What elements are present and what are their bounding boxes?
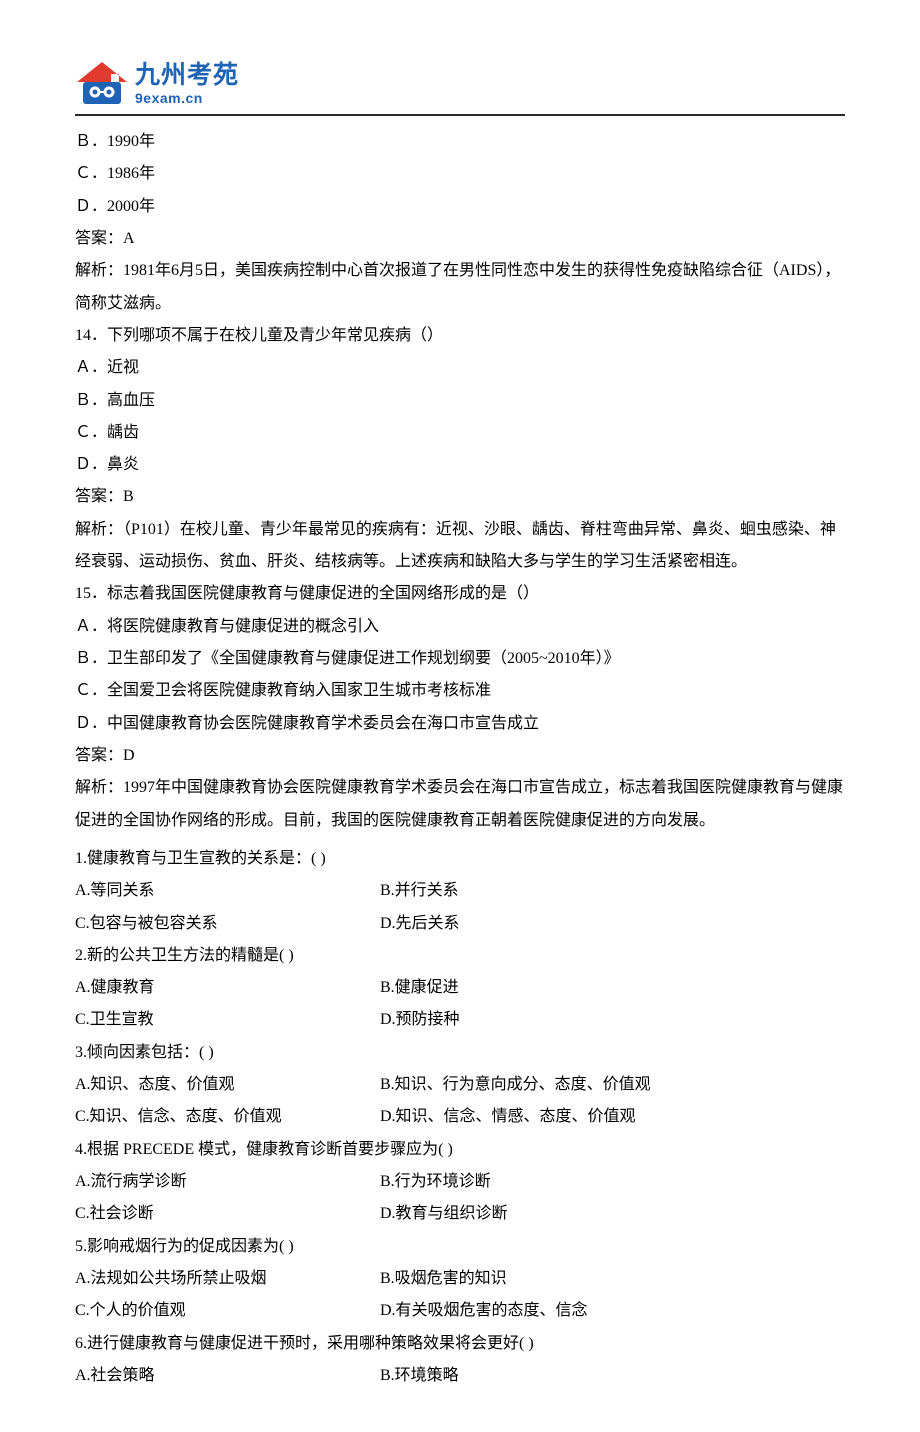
logo-en: 9exam.cn [135,90,239,106]
option-right: B.并行关系 [380,875,845,907]
text-line: Ｄ．鼻炎 [75,449,845,481]
text-line: Ｃ．1986年 [75,158,845,190]
option-left: A.流行病学诊断 [75,1166,380,1198]
option-row: A.社会策略B.环境策略 [75,1360,845,1392]
text-line: 14．下列哪项不属于在校儿童及青少年常见疾病（） [75,320,845,352]
option-row: A.知识、态度、价值观B.知识、行为意向成分、态度、价值观 [75,1069,845,1101]
option-right: B.行为环境诊断 [380,1166,845,1198]
question-stem: 4.根据 PRECEDE 模式，健康教育诊断首要步骤应为( ) [75,1134,845,1166]
text-line: Ａ．将医院健康教育与健康促进的概念引入 [75,611,845,643]
mcq-block: 1.健康教育与卫生宣教的关系是：( )A.等同关系B.并行关系C.包容与被包容关… [75,843,845,1392]
option-row: C.社会诊断D.教育与组织诊断 [75,1198,845,1230]
site-logo-icon [75,60,129,108]
option-left: C.卫生宣教 [75,1004,380,1036]
option-left: C.知识、信念、态度、价值观 [75,1101,380,1133]
option-row: C.个人的价值观D.有关吸烟危害的态度、信念 [75,1295,845,1327]
question-stem: 1.健康教育与卫生宣教的关系是：( ) [75,843,845,875]
option-left: A.知识、态度、价值观 [75,1069,380,1101]
text-line: Ｄ．中国健康教育协会医院健康教育学术委员会在海口市宣告成立 [75,708,845,740]
page: 九州考苑 9exam.cn Ｂ．1990年Ｃ．1986年Ｄ．2000年答案：A解… [0,0,920,1432]
option-row: C.知识、信念、态度、价值观D.知识、信念、情感、态度、价值观 [75,1101,845,1133]
option-left: A.等同关系 [75,875,380,907]
option-right: D.先后关系 [380,908,845,940]
text-line: 答案：B [75,481,845,513]
header-divider [75,114,845,116]
text-line: Ｂ．卫生部印发了《全国健康教育与健康促进工作规划纲要（2005~2010年）》 [75,643,845,675]
text-line: 答案：D [75,740,845,772]
option-right: B.知识、行为意向成分、态度、价值观 [380,1069,845,1101]
question-stem: 5.影响戒烟行为的促成因素为( ) [75,1231,845,1263]
option-row: A.健康教育B.健康促进 [75,972,845,1004]
option-row: A.等同关系B.并行关系 [75,875,845,907]
question-stem: 3.倾向因素包括：( ) [75,1037,845,1069]
text-line: 解析：1981年6月5日，美国疾病控制中心首次报道了在男性同性恋中发生的获得性免… [75,255,845,320]
text-line: Ｃ．龋齿 [75,417,845,449]
option-row: C.包容与被包容关系D.先后关系 [75,908,845,940]
text-line: Ｄ．2000年 [75,191,845,223]
option-right: D.有关吸烟危害的态度、信念 [380,1295,845,1327]
text-line: 15．标志着我国医院健康教育与健康促进的全国网络形成的是（） [75,578,845,610]
option-left: A.健康教育 [75,972,380,1004]
option-right: B.健康促进 [380,972,845,1004]
option-right: B.吸烟危害的知识 [380,1263,845,1295]
option-left: A.社会策略 [75,1360,380,1392]
option-row: A.流行病学诊断B.行为环境诊断 [75,1166,845,1198]
text-line: Ｂ．高血压 [75,385,845,417]
option-left: C.包容与被包容关系 [75,908,380,940]
option-row: C.卫生宣教D.预防接种 [75,1004,845,1036]
option-right: D.预防接种 [380,1004,845,1036]
text-line: 解析：1997年中国健康教育协会医院健康教育学术委员会在海口市宣告成立，标志着我… [75,772,845,837]
question-stem: 6.进行健康教育与健康促进干预时，采用哪种策略效果将会更好( ) [75,1328,845,1360]
text-line: 答案：A [75,223,845,255]
question-stem: 2.新的公共卫生方法的精髓是( ) [75,940,845,972]
option-left: A.法规如公共场所禁止吸烟 [75,1263,380,1295]
option-right: B.环境策略 [380,1360,845,1392]
logo-text: 九州考苑 9exam.cn [135,63,239,106]
logo: 九州考苑 9exam.cn [75,60,845,108]
option-right: D.知识、信念、情感、态度、价值观 [380,1101,845,1133]
text-line: 解析：（P101）在校儿童、青少年最常见的疾病有：近视、沙眼、龋齿、脊柱弯曲异常… [75,514,845,579]
upper-content: Ｂ．1990年Ｃ．1986年Ｄ．2000年答案：A解析：1981年6月5日，美国… [75,126,845,837]
option-right: D.教育与组织诊断 [380,1198,845,1230]
option-left: C.社会诊断 [75,1198,380,1230]
logo-cn: 九州考苑 [135,63,239,88]
text-line: Ａ．近视 [75,352,845,384]
option-row: A.法规如公共场所禁止吸烟B.吸烟危害的知识 [75,1263,845,1295]
text-line: Ｃ．全国爱卫会将医院健康教育纳入国家卫生城市考核标准 [75,675,845,707]
option-left: C.个人的价值观 [75,1295,380,1327]
text-line: Ｂ．1990年 [75,126,845,158]
